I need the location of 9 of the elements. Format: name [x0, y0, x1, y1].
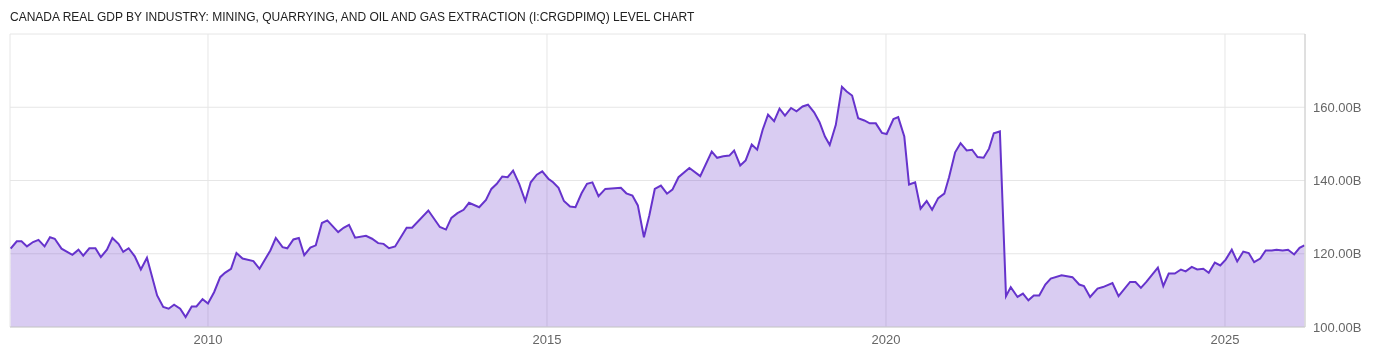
x-tick-label: 2010: [193, 332, 223, 348]
y-tick-label: 140.00B: [1313, 173, 1362, 189]
x-tick-label: 2020: [871, 332, 901, 348]
x-tick-label: 2015: [532, 332, 562, 348]
chart-title: CANADA REAL GDP BY INDUSTRY: MINING, QUARRYING, AND OIL AND GAS EXTRACTION (I:CRGDPIMQ) LEVEL CHART: [9, 9, 696, 26]
y-tick-label: 100.00B: [1313, 319, 1362, 335]
y-tick-label: 160.00B: [1313, 99, 1362, 115]
y-tick-label: 120.00B: [1313, 246, 1362, 262]
x-tick-label: 2025: [1210, 332, 1240, 348]
